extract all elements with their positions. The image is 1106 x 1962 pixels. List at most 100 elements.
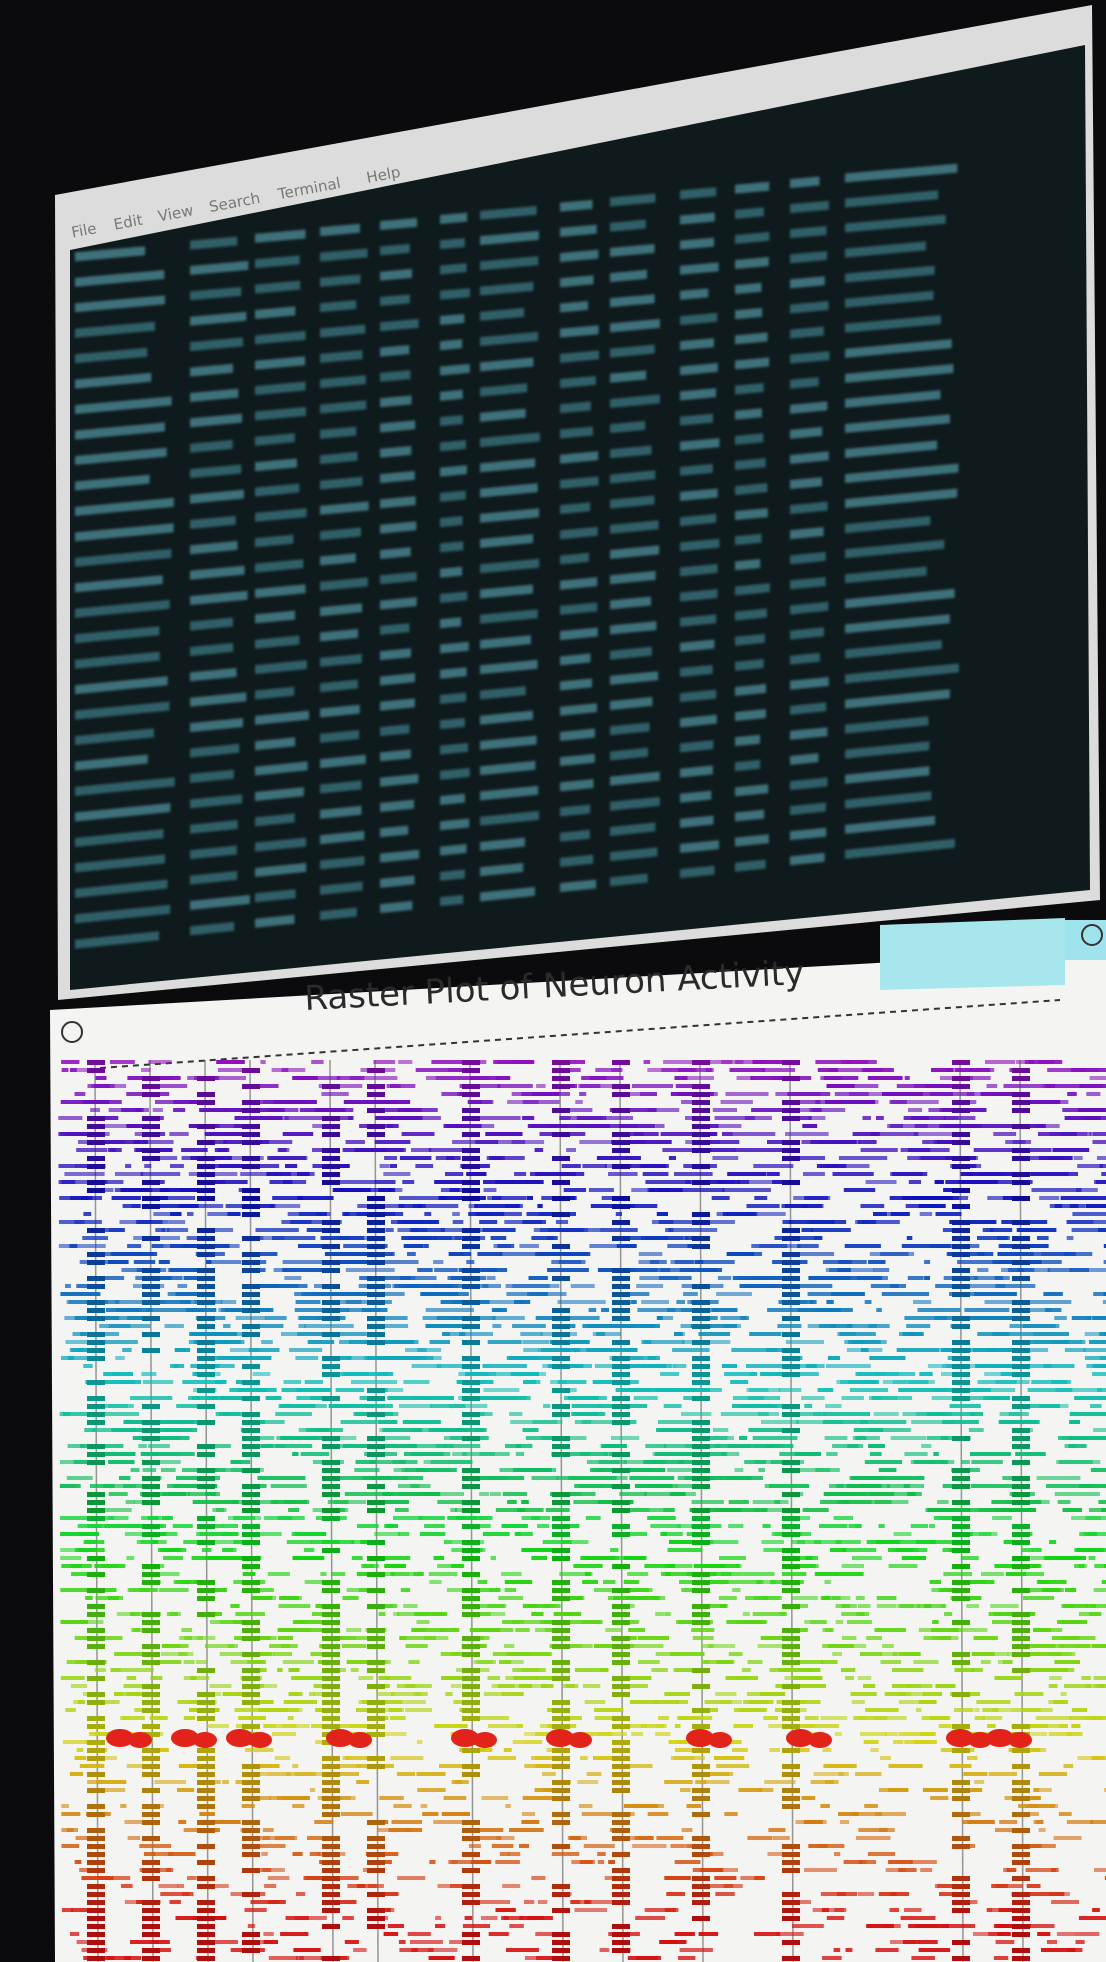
spike [985, 1060, 1015, 1064]
spike [1012, 1364, 1030, 1369]
spike [367, 1108, 385, 1113]
spike [838, 1260, 852, 1264]
spike [571, 1412, 598, 1416]
spike [400, 1276, 410, 1280]
spike [919, 1204, 946, 1208]
spike [395, 1508, 409, 1512]
spike [1003, 1660, 1013, 1664]
spike [552, 1132, 570, 1137]
spike [142, 1268, 160, 1273]
spike [1059, 1812, 1072, 1816]
spike [159, 1588, 189, 1592]
spike [87, 1780, 101, 1784]
spike [1054, 1660, 1080, 1664]
spike [612, 1532, 630, 1537]
spike [138, 1444, 147, 1448]
spike [952, 1908, 970, 1913]
spike [842, 1636, 857, 1640]
spike [450, 1884, 462, 1888]
spike [692, 1708, 710, 1713]
spike [865, 1708, 898, 1712]
spike [612, 1692, 630, 1697]
spike [207, 1212, 240, 1216]
spike [87, 1700, 105, 1705]
spike [77, 1748, 84, 1752]
spike [719, 1556, 746, 1560]
spike [142, 1300, 160, 1305]
spike [322, 1396, 340, 1401]
spike [692, 1428, 710, 1433]
spike [1069, 1420, 1080, 1424]
spike [412, 1396, 423, 1400]
spike [531, 1756, 552, 1760]
spike [1012, 1540, 1030, 1545]
spike [939, 1724, 952, 1728]
spike [322, 1708, 340, 1713]
spike [847, 1620, 872, 1624]
spike [1012, 1948, 1030, 1953]
spike [952, 1372, 970, 1377]
spike [282, 1724, 309, 1728]
spike [1051, 1900, 1079, 1904]
spike [1033, 1628, 1051, 1632]
spike [258, 1436, 275, 1440]
spike [367, 1252, 385, 1257]
spike [513, 1740, 527, 1744]
spike [692, 1524, 710, 1529]
spike [197, 1580, 215, 1585]
spike [1012, 1476, 1030, 1481]
spike [462, 1548, 480, 1553]
spike [899, 1732, 929, 1736]
spike [397, 1876, 425, 1880]
spike [782, 1508, 800, 1513]
spike [260, 1700, 273, 1704]
spike [521, 1500, 529, 1504]
spike [1037, 1580, 1051, 1584]
spike [782, 1940, 800, 1945]
spike [462, 1708, 480, 1713]
spike [612, 1892, 630, 1897]
spike [885, 1732, 898, 1736]
spike [242, 1892, 260, 1897]
spike [692, 1372, 710, 1377]
spike [858, 1676, 871, 1680]
spike [724, 1372, 757, 1376]
spike [223, 1524, 238, 1528]
spike [735, 1148, 784, 1152]
spike [713, 1428, 728, 1432]
spike [485, 1132, 522, 1136]
spike [727, 1172, 766, 1176]
spike [963, 1772, 987, 1776]
spike [782, 1060, 800, 1065]
spike [491, 1236, 507, 1240]
spike [664, 1780, 692, 1784]
spike [222, 1780, 229, 1784]
spike [742, 1668, 751, 1672]
spike [820, 1804, 829, 1808]
spike [404, 1636, 436, 1640]
spike [913, 1660, 938, 1664]
spike [505, 1204, 523, 1208]
spike [490, 1492, 501, 1496]
spike [552, 1340, 570, 1345]
spike [1059, 1620, 1088, 1624]
spike [197, 1356, 215, 1361]
spike [577, 1116, 606, 1120]
spike [96, 1076, 107, 1080]
spike [597, 1852, 606, 1856]
spike [1012, 1276, 1030, 1281]
spike [904, 1116, 946, 1120]
spike [367, 1724, 385, 1729]
spike [242, 1868, 260, 1873]
spike [433, 1260, 443, 1264]
spike [322, 1804, 340, 1809]
spike [492, 1844, 514, 1848]
spike [242, 1452, 260, 1457]
spike [197, 1140, 215, 1145]
spike [552, 1628, 570, 1633]
spike [412, 1364, 441, 1368]
spike [353, 1948, 367, 1952]
spike [245, 1748, 273, 1752]
spike [57, 1244, 105, 1248]
spike [1074, 1396, 1106, 1400]
